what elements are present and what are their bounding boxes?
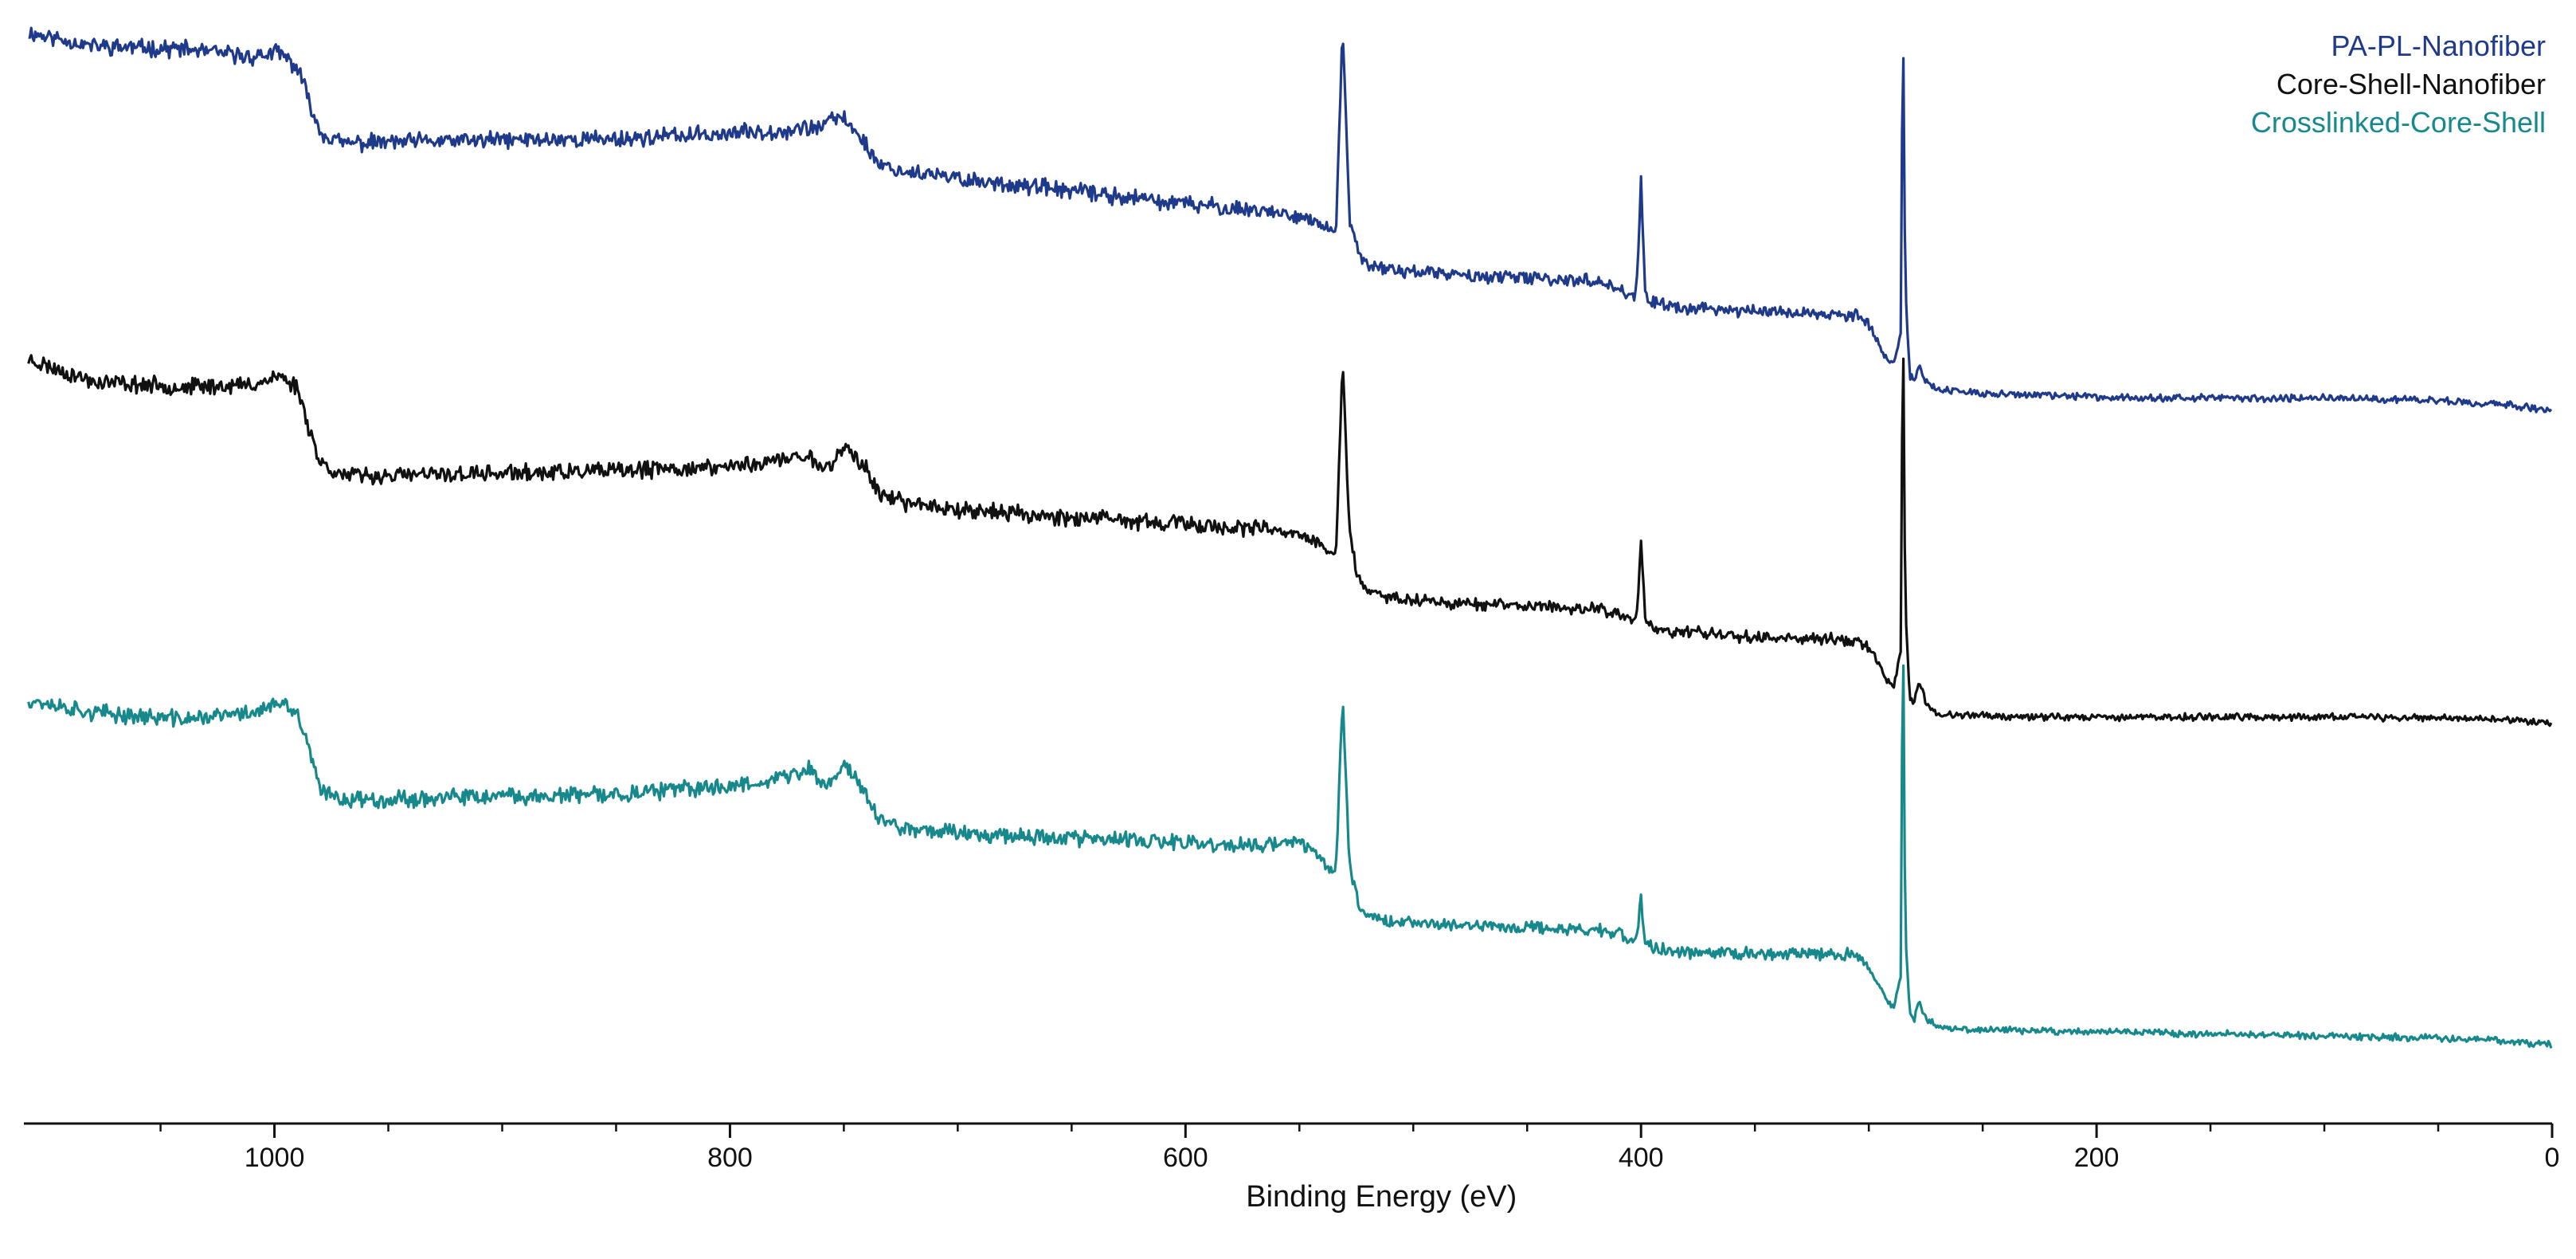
- legend: PA-PL-Nanofiber Core-Shell-Nanofiber Cross…: [2251, 29, 2546, 139]
- series-line-pa-pl-nanofiber: [28, 26, 2553, 414]
- x-axis-title: Binding Energy (eV): [1246, 1180, 1517, 1214]
- legend-entry: Core-Shell-Nanofiber: [2277, 68, 2546, 100]
- x-tick-label: 1000: [245, 1143, 305, 1173]
- series-layer: [27, 26, 2553, 1049]
- series-line-crosslinked-core-shell: [27, 664, 2553, 1049]
- x-tick-label: 200: [2074, 1143, 2120, 1173]
- x-tick-label: 400: [1619, 1143, 1664, 1173]
- legend-entry: Crosslinked-Core-Shell: [2251, 106, 2546, 139]
- x-tick-labels: 1000 800 600 400 200 0: [245, 1143, 2560, 1173]
- x-axis: 1000 800 600 400 200 0 Binding Energy (eV): [24, 1122, 2560, 1214]
- x-tick-label: 0: [2545, 1143, 2560, 1173]
- legend-entry: PA-PL-Nanofiber: [2331, 29, 2546, 62]
- series-line-core-shell-nanofiber: [27, 354, 2553, 728]
- x-tick-label: 600: [1163, 1143, 1208, 1173]
- x-major-ticks: [273, 1124, 2554, 1138]
- x-minor-ticks: [159, 1124, 2440, 1132]
- x-tick-label: 800: [707, 1143, 753, 1173]
